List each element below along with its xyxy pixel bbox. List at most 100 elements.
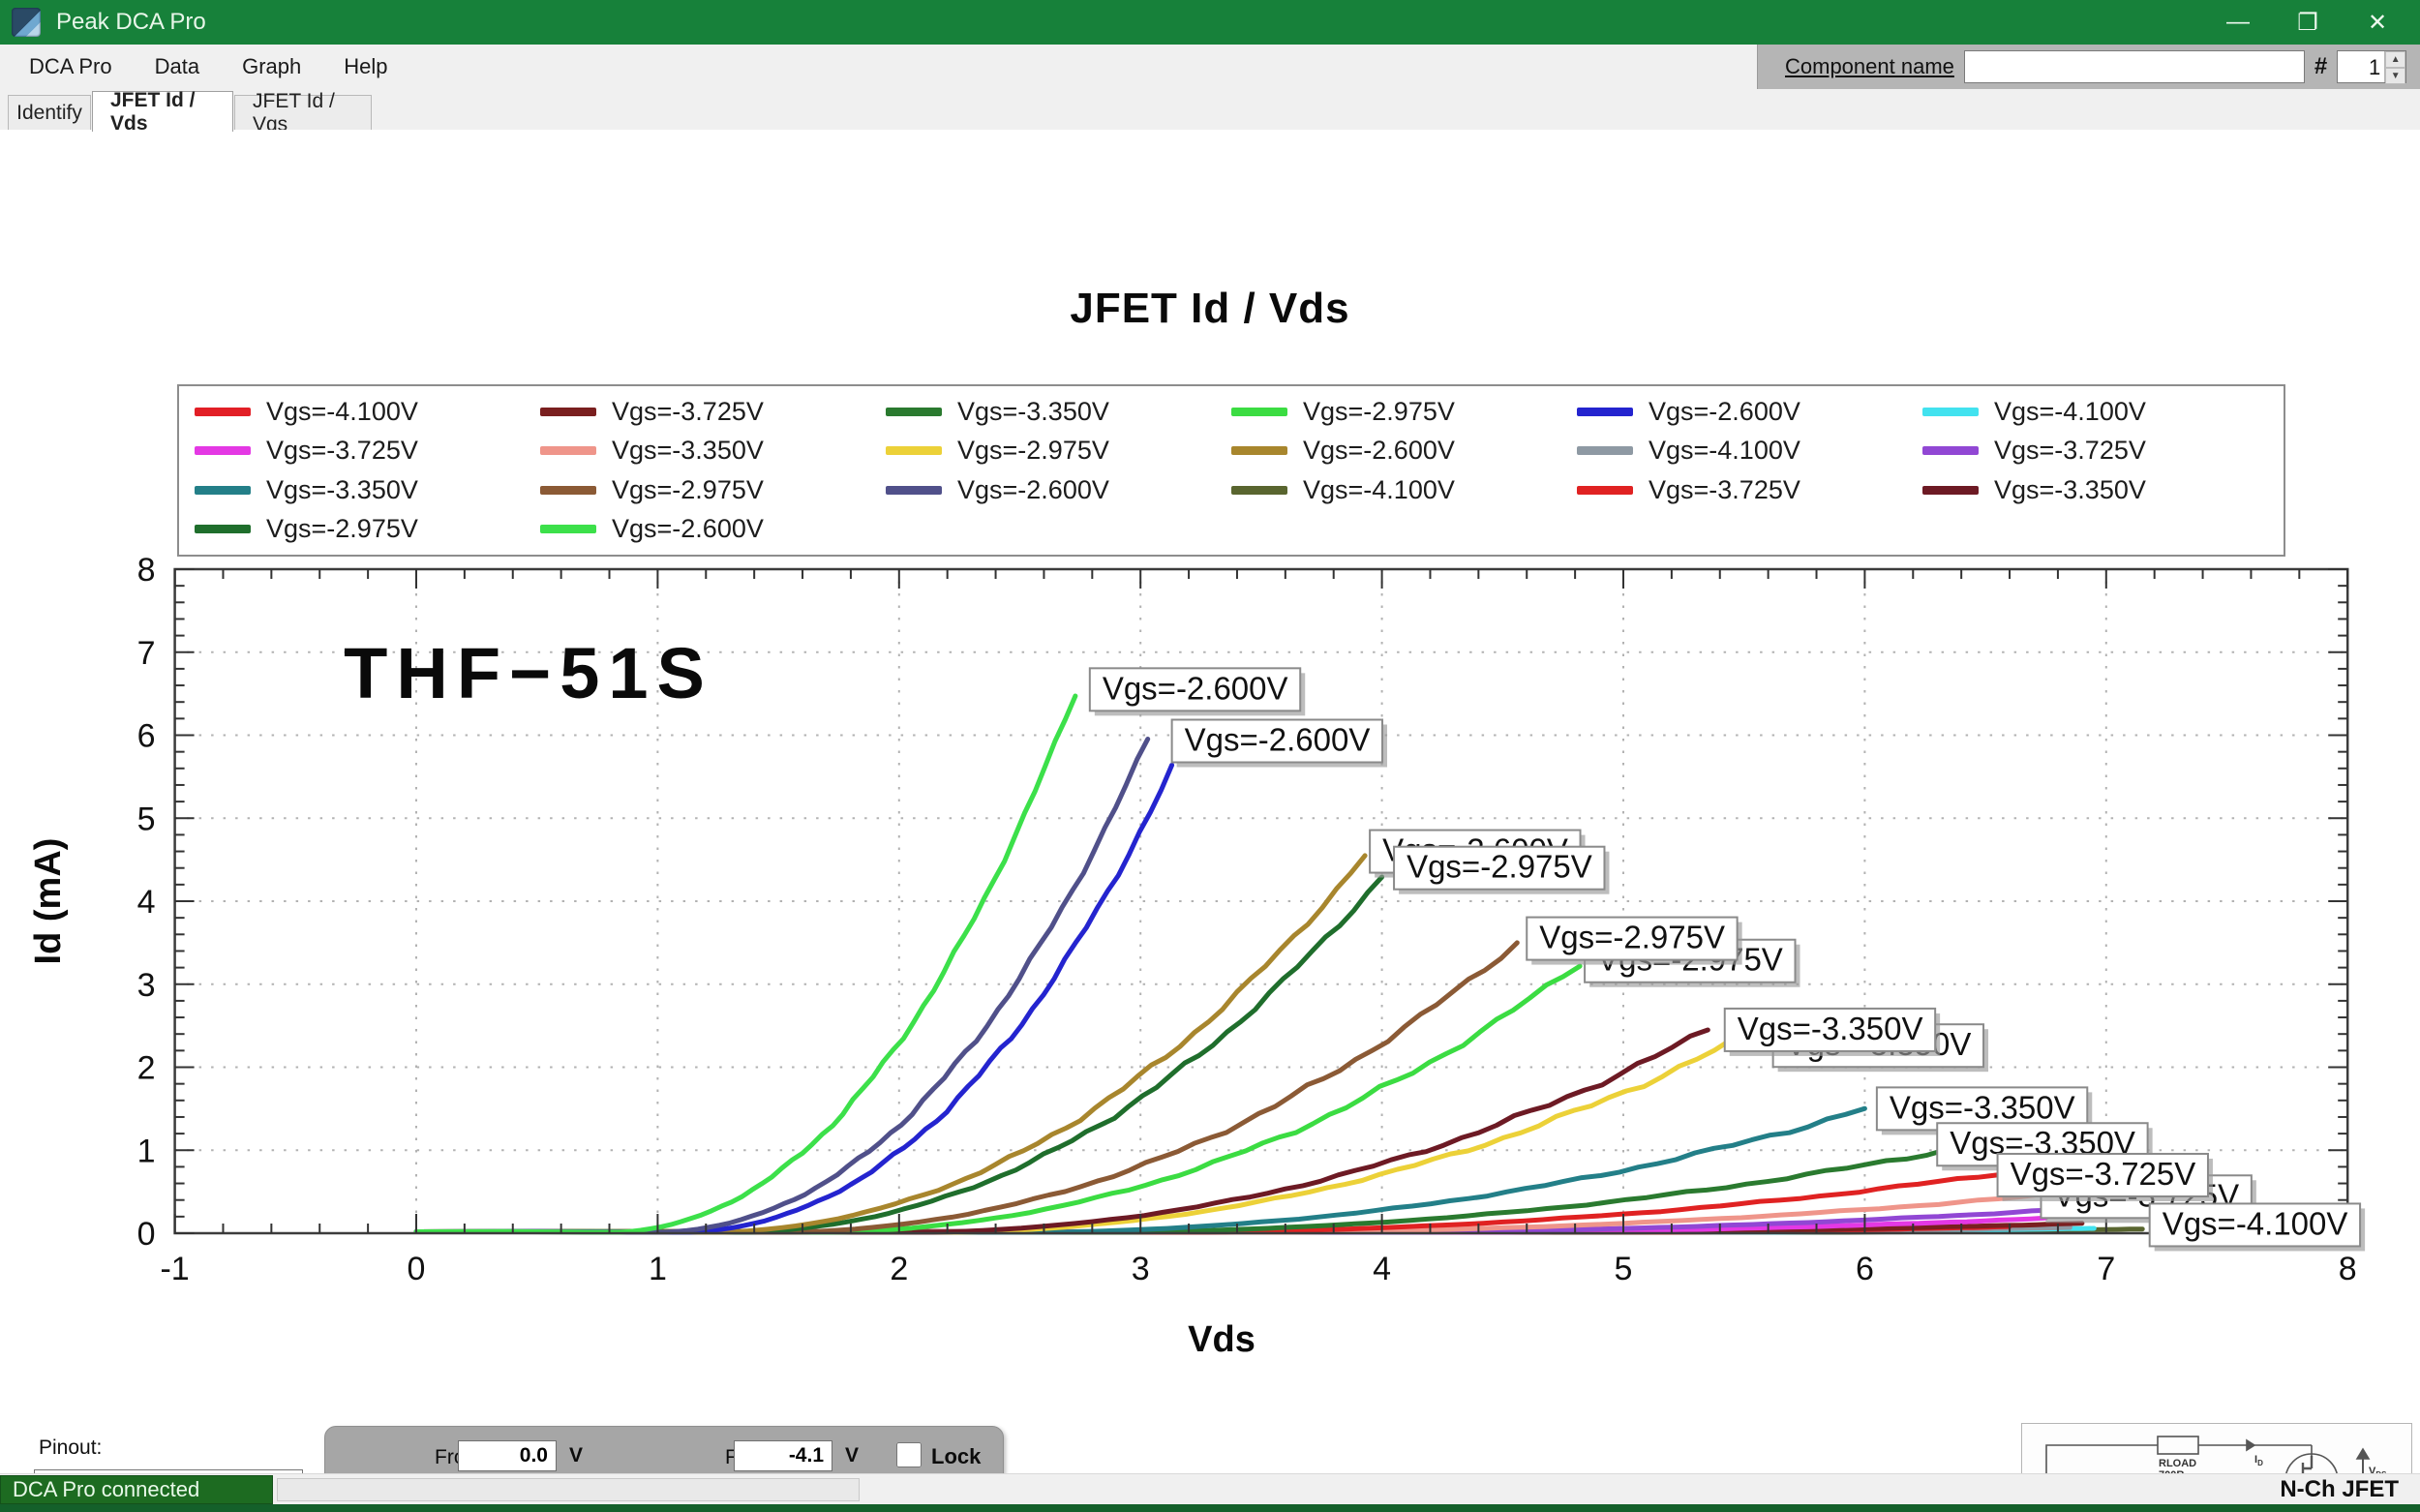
progress-bar: [277, 1478, 860, 1501]
window-title: Peak DCA Pro: [56, 9, 206, 35]
legend-label: Vgs=-3.725V: [1649, 474, 1800, 504]
legend-swatch: [1231, 407, 1287, 416]
curve-label: Vgs=-4.100V: [2148, 1202, 2366, 1252]
legend-item: Vgs=-2.975V: [886, 433, 1231, 469]
legend-label: Vgs=-2.600V: [1303, 436, 1455, 466]
legend-label: Vgs=-4.100V: [1649, 436, 1800, 466]
title-bar: Peak DCA Pro — ❐ ✕: [0, 0, 2420, 45]
svg-text:3: 3: [1132, 1251, 1150, 1287]
chart-legend: Vgs=-4.100V Vgs=-3.725V Vgs=-3.350V Vgs=-2.…: [177, 384, 2285, 557]
legend-label: Vgs=-2.600V: [957, 474, 1109, 504]
legend-label: Vgs=-4.100V: [266, 396, 418, 426]
curve-labels: Vgs=-2.600VVgs=-2.600VVgs=-2.600VVgs=-2.…: [1088, 667, 2366, 1252]
rload-name: RLOAD: [2159, 1458, 2196, 1469]
window-bottom-border: [0, 1504, 2420, 1512]
legend-swatch: [1922, 407, 1979, 416]
vdd-from-input[interactable]: [458, 1440, 557, 1471]
curve-label: Vgs=-2.975V: [1526, 916, 1742, 965]
component-name-input[interactable]: [1963, 50, 2305, 83]
svg-text:0: 0: [408, 1251, 426, 1287]
legend-label: Vgs=-3.350V: [612, 436, 764, 466]
spinner-up-button[interactable]: ▲: [2385, 51, 2406, 68]
legend-label: Vgs=-3.350V: [957, 396, 1109, 426]
x-axis-title: Vds: [1188, 1319, 1255, 1360]
restore-button[interactable]: ❐: [2297, 9, 2318, 36]
legend-item: Vgs=-2.975V: [540, 471, 886, 508]
component-count-spinner[interactable]: 1 ▲ ▼: [2337, 50, 2407, 84]
lock-label: Lock: [931, 1444, 982, 1468]
close-button[interactable]: ✕: [2367, 9, 2388, 36]
legend-label: Vgs=-2.975V: [957, 436, 1109, 466]
curve-label: Vgs=-2.600V: [1088, 667, 1306, 716]
lock-checkbox[interactable]: [896, 1442, 922, 1467]
component-name-label: Component name: [1785, 54, 1954, 78]
tab-jfet-id-vds[interactable]: JFET Id / Vds: [92, 89, 233, 135]
menu-item-help[interactable]: Help: [344, 54, 388, 78]
vgs-from-unit: V: [845, 1444, 860, 1467]
tab-strip: Identify JFET Id / Vds JFET Id / Vgs: [0, 89, 2420, 136]
tab-jfet-id-vgs[interactable]: JFET Id / Vgs: [234, 90, 372, 136]
legend-item: Vgs=-4.100V: [1922, 393, 2268, 430]
curves: [413, 693, 2145, 1235]
spinner-down-button[interactable]: ▼: [2385, 68, 2406, 84]
menu-item-data[interactable]: Data: [154, 54, 200, 78]
legend-swatch: [1577, 407, 1633, 416]
menu-item-graph[interactable]: Graph: [242, 54, 302, 78]
legend-label: Vgs=-3.725V: [266, 436, 418, 466]
svg-text:Vgs=-2.600V: Vgs=-2.600V: [1185, 722, 1371, 758]
legend-label: Vgs=-4.100V: [1994, 396, 2146, 426]
svg-text:7: 7: [137, 635, 156, 672]
svg-text:3: 3: [137, 967, 156, 1004]
curve-vgs-2.975v: [413, 874, 1385, 1235]
svg-text:Vgs=-2.975V: Vgs=-2.975V: [1539, 920, 1725, 955]
legend-item: Vgs=-2.600V: [1577, 393, 1922, 430]
legend-swatch: [1577, 485, 1633, 495]
minimize-button[interactable]: —: [2226, 9, 2250, 35]
tab-identify[interactable]: Identify: [8, 95, 91, 131]
device-annotation: THF−51S: [344, 633, 713, 713]
svg-text:Vgs=-2.975V: Vgs=-2.975V: [1407, 849, 1592, 885]
svg-text:2: 2: [137, 1050, 156, 1087]
legend-swatch: [195, 485, 251, 495]
legend-label: Vgs=-3.350V: [266, 474, 418, 504]
legend-swatch: [886, 407, 942, 416]
legend-item: Vgs=-2.600V: [1231, 433, 1577, 469]
legend-item: Vgs=-2.600V: [540, 511, 886, 548]
component-count-value: 1: [2369, 55, 2381, 79]
svg-text:4: 4: [137, 884, 156, 921]
connection-status-badge: DCA Pro connected: [0, 1475, 273, 1504]
chart-title: JFET Id / Vds: [1070, 285, 1350, 332]
axis-ticks: [173, 568, 2349, 1234]
curve-vgs-2.975v: [413, 963, 1583, 1235]
curve-vgs-2.600v: [413, 762, 1175, 1235]
curve-vgs-3.350v: [413, 1105, 1867, 1235]
legend-item: Vgs=-3.725V: [195, 433, 540, 469]
legend-swatch: [886, 485, 942, 495]
menu-item-dca-pro[interactable]: DCA Pro: [29, 54, 112, 78]
legend-item: Vgs=-2.600V: [886, 471, 1231, 508]
vgs-from-input[interactable]: [734, 1440, 832, 1471]
legend-label: Vgs=-2.975V: [266, 514, 418, 544]
device-type-label: N-Ch JFET: [2280, 1476, 2399, 1502]
component-count-hash-label: #: [2314, 53, 2328, 79]
legend-swatch: [1922, 446, 1979, 456]
curve-label: Vgs=-2.600V: [1170, 718, 1388, 768]
svg-text:4: 4: [1373, 1251, 1391, 1287]
legend-swatch: [540, 485, 596, 495]
legend-swatch: [886, 446, 942, 456]
svg-text:-1: -1: [160, 1251, 189, 1287]
curve-vgs-2.600v: [413, 853, 1368, 1235]
svg-text:Vgs=-3.725V: Vgs=-3.725V: [2011, 1156, 2196, 1192]
legend-swatch: [540, 446, 596, 456]
legend-swatch: [540, 525, 596, 534]
svg-text:7: 7: [2097, 1251, 2115, 1287]
status-bar: DCA Pro connected N-Ch JFET: [0, 1473, 2420, 1504]
svg-text:6: 6: [137, 718, 156, 755]
pinout-label: Pinout:: [39, 1436, 103, 1459]
legend-item: Vgs=-3.725V: [1922, 433, 2268, 469]
vdd-from-unit: V: [569, 1444, 584, 1467]
svg-text:Vgs=-3.350V: Vgs=-3.350V: [1738, 1011, 1923, 1046]
app-icon: [12, 8, 41, 37]
main-content: JFET Id / Vds Vgs=-4.100V Vgs=-3.725V Vgs=…: [0, 130, 2420, 1512]
